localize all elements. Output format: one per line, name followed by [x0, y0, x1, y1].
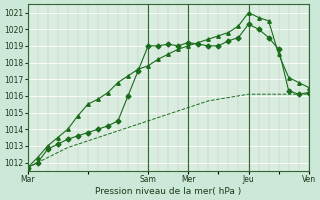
X-axis label: Pression niveau de la mer( hPa ): Pression niveau de la mer( hPa )	[95, 187, 241, 196]
